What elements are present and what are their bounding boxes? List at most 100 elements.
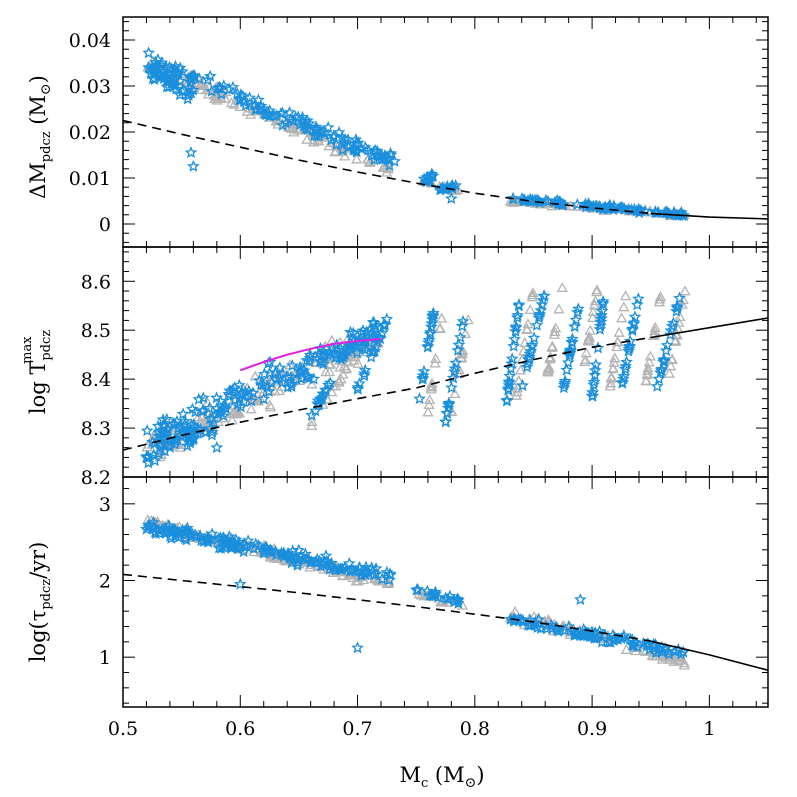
star-point xyxy=(510,311,524,324)
triangle-series-6 xyxy=(579,284,603,366)
star-point xyxy=(588,363,602,376)
triangle-point xyxy=(643,356,655,367)
triangle-point xyxy=(605,371,618,382)
star-point xyxy=(327,130,341,143)
triangle-point xyxy=(582,335,595,346)
star-point xyxy=(671,300,684,313)
triangle-point xyxy=(377,161,390,172)
y-label-log-tmax-prefix: log T xyxy=(26,361,50,414)
triangle-point xyxy=(611,341,623,352)
x-axis-label-sub: c xyxy=(421,776,428,791)
x-axis-label-unit-close: ) xyxy=(476,763,484,787)
star-outlier-point xyxy=(140,450,153,463)
triangle-point xyxy=(228,407,240,418)
star-point xyxy=(201,535,215,548)
star-point xyxy=(451,343,465,356)
star-point xyxy=(522,352,535,365)
star-point xyxy=(440,406,454,419)
star-point xyxy=(290,372,303,385)
star-point xyxy=(622,340,636,353)
star-point xyxy=(421,174,435,187)
star-point xyxy=(228,381,242,394)
triangle-point xyxy=(663,367,675,378)
star-point xyxy=(426,310,440,323)
star-point xyxy=(595,304,609,317)
triangle-point xyxy=(674,654,686,665)
star-point xyxy=(571,305,584,318)
star-series-2 xyxy=(417,167,440,188)
y-label-delta-m-unit-symbol: ⊙ xyxy=(38,83,54,95)
triangle-point xyxy=(640,375,652,386)
star-point xyxy=(426,306,440,319)
star-point xyxy=(351,136,365,149)
star-point xyxy=(226,80,240,93)
star-point xyxy=(521,618,535,631)
star-point xyxy=(367,145,381,158)
star-point xyxy=(358,343,372,356)
triangle-point xyxy=(550,322,562,333)
star-point xyxy=(348,143,361,156)
star-series-0 xyxy=(140,315,387,462)
star-point xyxy=(453,330,467,343)
star-series-4 xyxy=(413,306,440,405)
star-point xyxy=(217,79,231,92)
triangle-point xyxy=(553,303,565,314)
star-point xyxy=(659,344,673,357)
star-point xyxy=(611,632,625,645)
triangle-point xyxy=(668,655,680,666)
star-point xyxy=(156,425,170,438)
star-point xyxy=(655,362,668,375)
star-point xyxy=(269,373,283,386)
triangle-point xyxy=(459,328,472,339)
star-point xyxy=(446,371,460,384)
star-outlier-point xyxy=(210,440,224,454)
x-axis-label: Mc (M⊙) xyxy=(399,763,484,791)
star-point xyxy=(677,208,691,222)
star-point xyxy=(562,620,576,633)
triangle-point xyxy=(334,361,346,372)
star-point xyxy=(188,405,202,418)
star-point xyxy=(148,73,161,86)
y-label-delta-m-unit-open: (M xyxy=(26,95,50,131)
triangle-point xyxy=(549,325,561,336)
triangle-point xyxy=(521,323,533,334)
star-point xyxy=(301,369,315,382)
star-point xyxy=(363,322,377,336)
star-point xyxy=(313,354,327,368)
triangle-point xyxy=(301,133,313,144)
star-point xyxy=(368,143,382,157)
star-point xyxy=(416,371,430,384)
triangle-point xyxy=(429,357,441,368)
triangle-point xyxy=(337,368,349,379)
star-point xyxy=(187,418,201,431)
x-tick-label: 0.8 xyxy=(460,718,490,740)
star-point xyxy=(448,364,461,378)
star-point xyxy=(602,200,615,213)
star-point xyxy=(309,120,323,133)
star-point xyxy=(380,312,394,325)
y-label-log-tmax-sup: max xyxy=(20,336,35,364)
panels-layer: 0 0.01 0.02 0.03 0.04 8.2 8.3 8.4 8.5 8.6 1 2 3 0.5 0.… xyxy=(69,16,769,740)
star-point xyxy=(560,363,574,376)
star-point xyxy=(154,438,168,451)
triangle-point xyxy=(425,383,437,394)
triangle-point xyxy=(522,318,534,329)
triangle-point xyxy=(340,363,352,374)
star-point xyxy=(449,178,463,191)
star-point xyxy=(310,122,324,135)
triangle-point xyxy=(653,296,666,307)
triangle-point xyxy=(674,311,686,322)
star-point xyxy=(657,353,671,366)
star-point xyxy=(509,324,522,337)
star-point xyxy=(218,541,232,554)
x-axis-label-unit-symbol: ⊙ xyxy=(465,775,477,791)
star-point xyxy=(598,628,612,641)
star-point xyxy=(303,351,317,364)
star-point xyxy=(309,404,322,417)
star-point xyxy=(505,357,519,370)
star-point xyxy=(455,319,469,332)
star-point xyxy=(335,131,349,144)
star-point xyxy=(452,593,465,606)
triangle-point xyxy=(591,284,603,295)
triangle-point xyxy=(211,94,223,105)
